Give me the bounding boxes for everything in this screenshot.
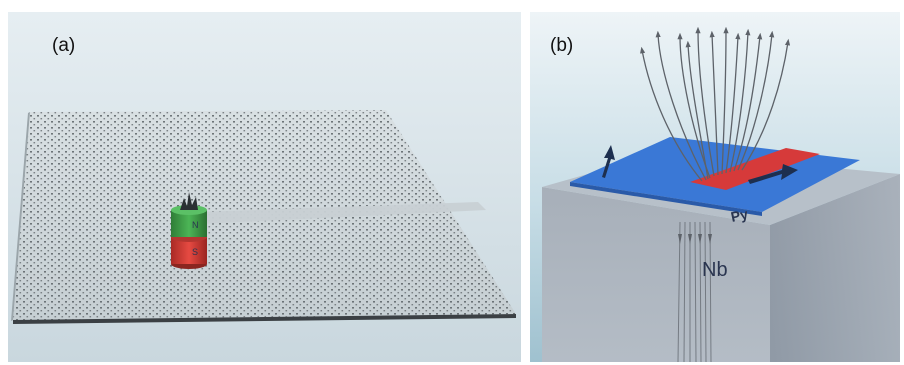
magnetization-arrow-left — [602, 145, 615, 178]
panel-a-illustration: N S — [8, 12, 521, 362]
stripe — [690, 148, 820, 190]
magnet-north-label: N — [192, 220, 199, 230]
field-lines-in-block — [677, 221, 712, 362]
panel-b-illustration: Py Nb — [530, 12, 900, 362]
flux-tuft — [180, 192, 198, 210]
magnetization-arrows — [602, 145, 798, 184]
vortex-free-trail — [198, 202, 486, 224]
panel-a-label: (a) — [52, 35, 76, 56]
bar-magnet: N S — [171, 192, 207, 269]
py-film-edge — [570, 182, 762, 216]
py-label: Py — [729, 206, 749, 225]
panel-b-label: (b) — [550, 35, 574, 56]
magnetization-arrow-right — [748, 164, 798, 184]
nb-block-side — [770, 174, 900, 362]
in-block-arrowheads — [678, 234, 712, 244]
nb-block-front — [542, 187, 770, 362]
field-lines — [640, 26, 791, 182]
panel-b: Py Nb (b) — [530, 12, 900, 362]
plate-edge-left — [11, 112, 30, 321]
magnet-south-label: S — [192, 247, 198, 257]
plate-edge — [13, 314, 516, 324]
nb-label: Nb — [702, 259, 728, 281]
panel-a: N S (a) — [8, 12, 521, 362]
